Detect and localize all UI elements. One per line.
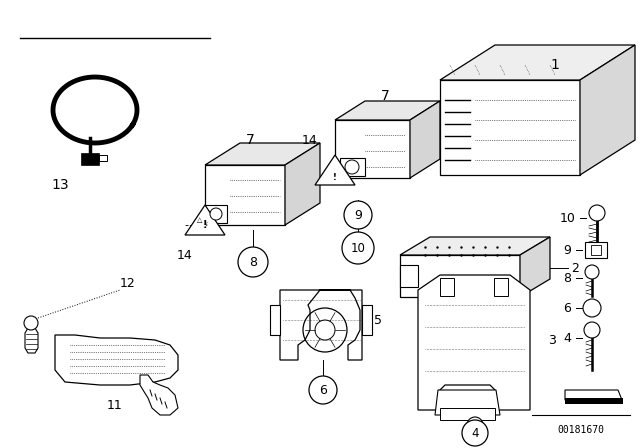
Polygon shape (565, 390, 622, 400)
Circle shape (342, 232, 374, 264)
Bar (81, 153, 99, 165)
Bar (440, 408, 495, 420)
Text: 12: 12 (120, 276, 136, 289)
Polygon shape (315, 155, 355, 185)
Text: 10: 10 (560, 211, 576, 224)
Bar (585, 242, 607, 258)
Bar (362, 305, 372, 335)
Text: 1: 1 (550, 58, 559, 72)
Text: 7: 7 (246, 133, 254, 147)
Polygon shape (418, 275, 530, 410)
Polygon shape (55, 335, 178, 385)
Text: 5: 5 (374, 314, 382, 327)
Bar (270, 305, 280, 335)
Text: 7: 7 (381, 89, 389, 103)
Text: 00181670: 00181670 (557, 425, 605, 435)
Polygon shape (580, 45, 635, 175)
Circle shape (584, 322, 600, 338)
Text: △: △ (197, 217, 203, 223)
Polygon shape (335, 101, 440, 120)
Text: 6: 6 (563, 302, 571, 314)
Polygon shape (280, 290, 362, 360)
Polygon shape (400, 237, 550, 255)
Text: !: ! (203, 220, 207, 230)
Circle shape (583, 299, 601, 317)
Text: 14: 14 (302, 134, 318, 146)
Circle shape (210, 208, 222, 220)
Polygon shape (185, 205, 225, 235)
Text: 4: 4 (471, 426, 479, 439)
Text: 10: 10 (351, 241, 365, 254)
Polygon shape (435, 390, 500, 415)
Polygon shape (410, 101, 440, 178)
Bar (440, 278, 454, 296)
Bar (400, 265, 418, 287)
Circle shape (24, 316, 38, 330)
Text: 13: 13 (51, 178, 69, 192)
Text: 2: 2 (571, 262, 579, 275)
Circle shape (467, 417, 483, 433)
Circle shape (589, 205, 605, 221)
Text: 8: 8 (563, 271, 571, 284)
Text: 11: 11 (107, 399, 123, 412)
Circle shape (344, 201, 372, 229)
Polygon shape (205, 165, 285, 225)
Circle shape (462, 420, 488, 446)
Circle shape (309, 376, 337, 404)
Polygon shape (400, 255, 520, 297)
Polygon shape (285, 143, 320, 225)
Polygon shape (440, 45, 635, 80)
Circle shape (238, 247, 268, 277)
Polygon shape (140, 375, 178, 415)
Bar (205, 205, 227, 223)
Text: 4: 4 (563, 332, 571, 345)
Text: !: ! (333, 172, 337, 181)
Text: 6: 6 (319, 383, 327, 396)
Text: 9: 9 (354, 208, 362, 221)
Text: 8: 8 (249, 255, 257, 268)
Polygon shape (25, 328, 38, 353)
Text: ⚡: ⚡ (202, 220, 208, 229)
Circle shape (345, 160, 359, 174)
Bar (494, 278, 508, 296)
Bar (99, 155, 107, 161)
Polygon shape (205, 143, 320, 165)
Bar (565, 398, 623, 404)
Bar (340, 158, 365, 176)
Text: 9: 9 (563, 244, 571, 257)
Bar (591, 245, 601, 255)
Circle shape (585, 265, 599, 279)
Polygon shape (520, 237, 550, 297)
Text: 14: 14 (177, 249, 193, 262)
Polygon shape (440, 80, 580, 175)
Polygon shape (335, 120, 410, 178)
Text: 3: 3 (548, 333, 556, 346)
